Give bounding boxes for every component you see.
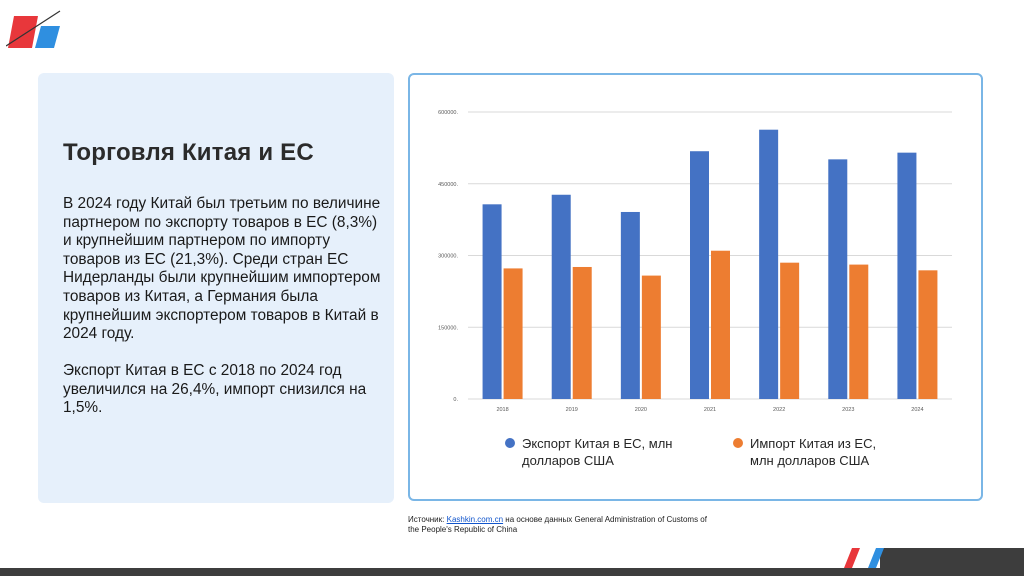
legend-import-marker — [733, 438, 743, 448]
x-tick-label: 2021 — [704, 407, 716, 413]
description-paragraph: В 2024 году Китай был третьим по величин… — [63, 195, 381, 343]
text-panel: Торговля Китая и ЕС В 2024 году Китай бы… — [38, 73, 394, 503]
import-bar — [641, 275, 661, 399]
import-bar — [918, 270, 938, 399]
x-tick-label: 2019 — [566, 407, 578, 413]
footer-strip — [880, 548, 1024, 568]
x-tick-label: 2023 — [842, 407, 854, 413]
y-tick-label: 0. — [453, 397, 458, 403]
export-bar — [551, 194, 571, 399]
legend-export-marker — [505, 438, 515, 448]
source-note: Источник: Kashkin.com.cn на основе данны… — [408, 515, 708, 535]
export-bar — [690, 151, 709, 399]
y-tick-label: 300000. — [438, 254, 458, 260]
y-tick-label: 600000. — [438, 110, 458, 116]
x-tick-label: 2024 — [911, 407, 923, 413]
y-tick-label: 450000. — [438, 182, 458, 188]
y-tick-label: 150000. — [438, 325, 458, 331]
legend-label: Экспорт Китая в ЕС, млн долларов США — [522, 436, 672, 468]
export-bar — [759, 129, 779, 399]
brand-logo-icon — [6, 10, 61, 48]
export-bar — [620, 211, 640, 399]
x-tick-label: 2020 — [635, 407, 647, 413]
import-bar — [572, 266, 592, 399]
x-tick-label: 2022 — [773, 407, 785, 413]
source-prefix: Источник: — [408, 515, 447, 524]
x-tick-label: 2018 — [496, 407, 508, 413]
import-bar — [780, 262, 800, 399]
export-bar — [897, 152, 917, 399]
page-title: Торговля Китая и ЕС — [63, 139, 314, 166]
export-bar — [482, 204, 502, 399]
summary-paragraph: Экспорт Китая в ЕС с 2018 по 2024 год ув… — [63, 362, 367, 417]
source-link[interactable]: Kashkin.com.cn — [446, 515, 504, 524]
footer-logo-icon — [844, 548, 884, 568]
footer-bar — [0, 568, 1024, 576]
export-bar — [828, 159, 848, 399]
import-bar — [711, 250, 730, 399]
import-bar — [503, 268, 523, 399]
chart-panel: 0. 150000. 300000. 450000. 600000. 2018 2019 20… — [408, 73, 983, 501]
source-suffix: на основе данных General Administration … — [408, 515, 707, 534]
import-bar — [849, 264, 869, 399]
legend-label: Импорт Китая из ЕС, млн долларов США — [750, 436, 876, 468]
bar-chart: 0. 150000. 300000. 450000. 600000. 2018 2019 20… — [438, 110, 952, 468]
